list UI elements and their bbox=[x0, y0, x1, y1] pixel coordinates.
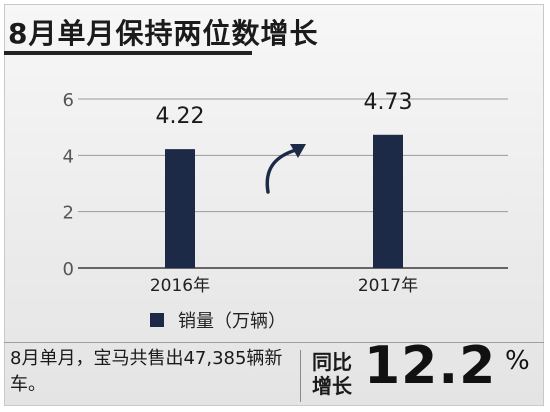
growth-value: 12.2 bbox=[364, 336, 497, 396]
data-label: 4.73 bbox=[364, 90, 413, 115]
vertical-divider bbox=[300, 350, 301, 402]
bar bbox=[165, 149, 195, 268]
summary-text: 8月单月，宝马共售出47,385辆新车。 bbox=[10, 348, 283, 395]
data-label: 4.22 bbox=[156, 104, 205, 129]
legend-label: 销量（万辆） bbox=[178, 311, 286, 332]
y-tick-label: 4 bbox=[63, 146, 74, 167]
title-underline bbox=[4, 51, 252, 55]
chart-title: 8月单月保持两位数增长 bbox=[8, 17, 319, 50]
legend: 销量（万辆） bbox=[150, 308, 286, 332]
y-tick-label: 0 bbox=[63, 259, 74, 280]
growth-unit: % bbox=[505, 346, 530, 376]
growth-arrow-head-icon bbox=[290, 144, 306, 158]
growth-arrow-icon bbox=[265, 148, 298, 194]
x-tick-label: 2017年 bbox=[358, 276, 418, 296]
bar bbox=[373, 134, 403, 268]
x-tick-label: 2016年 bbox=[150, 276, 210, 296]
divider bbox=[4, 342, 544, 343]
legend-swatch bbox=[150, 313, 164, 327]
growth-label: 同比增长 bbox=[312, 350, 352, 398]
chart-panel bbox=[4, 4, 544, 406]
y-tick-label: 6 bbox=[63, 90, 74, 111]
y-tick-label: 2 bbox=[63, 203, 74, 224]
